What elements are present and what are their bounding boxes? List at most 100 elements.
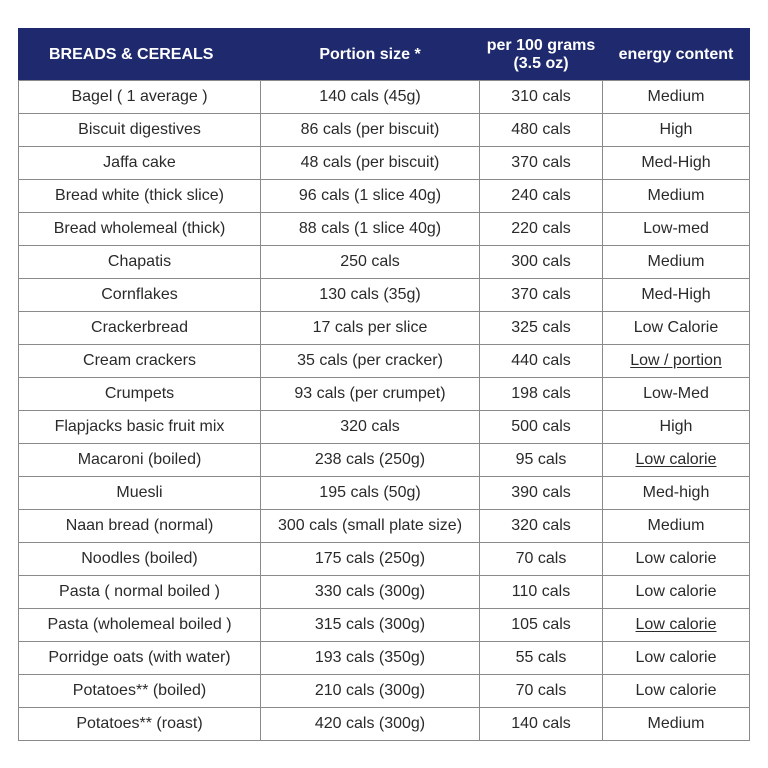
energy-content-cell: Low Calorie <box>602 311 750 345</box>
table-row: Porridge oats (with water) 193 cals (350g… <box>18 641 750 675</box>
header-energy-content: energy content <box>602 28 750 81</box>
food-name-cell: Potatoes** (boiled) <box>18 674 261 708</box>
energy-content-cell: Med-High <box>602 278 750 312</box>
table-header-row: BREADS & CEREALS Portion size * per 100 … <box>18 28 750 81</box>
header-breads-cereals: BREADS & CEREALS <box>18 28 261 81</box>
energy-content-cell: Medium <box>602 707 750 741</box>
per-100g-cell: 300 cals <box>479 245 603 279</box>
food-name-cell: Pasta (wholemeal boiled ) <box>18 608 261 642</box>
calorie-table: BREADS & CEREALS Portion size * per 100 … <box>18 28 750 741</box>
food-name-cell: Cream crackers <box>18 344 261 378</box>
energy-content-cell: Low calorie <box>602 542 750 576</box>
table-row: Pasta (wholemeal boiled ) 315 cals (300g)… <box>18 608 750 642</box>
portion-size-cell: 17 cals per slice <box>260 311 480 345</box>
header-per-100-grams-line2: (3.5 oz) <box>513 54 569 72</box>
portion-size-cell: 88 cals (1 slice 40g) <box>260 212 480 246</box>
portion-size-cell: 96 cals (1 slice 40g) <box>260 179 480 213</box>
per-100g-cell: 500 cals <box>479 410 603 444</box>
per-100g-cell: 390 cals <box>479 476 603 510</box>
portion-size-cell: 330 cals (300g) <box>260 575 480 609</box>
portion-size-cell: 315 cals (300g) <box>260 608 480 642</box>
energy-content-cell: High <box>602 410 750 444</box>
energy-content-cell: Low calorie <box>602 575 750 609</box>
energy-content-cell: Med-High <box>602 146 750 180</box>
energy-content-cell: Medium <box>602 179 750 213</box>
energy-content-cell: Low calorie <box>602 674 750 708</box>
table-row: Cream crackers 35 cals (per cracker) 440 c… <box>18 344 750 378</box>
table-row: Chapatis 250 cals 300 cals Medium <box>18 245 750 279</box>
food-name-cell: Cornflakes <box>18 278 261 312</box>
portion-size-cell: 250 cals <box>260 245 480 279</box>
portion-size-cell: 300 cals (small plate size) <box>260 509 480 543</box>
per-100g-cell: 95 cals <box>479 443 603 477</box>
food-name-cell: Bread white (thick slice) <box>18 179 261 213</box>
energy-content-cell: Low calorie <box>602 641 750 675</box>
food-name-cell: Crumpets <box>18 377 261 411</box>
energy-content-cell: Low-med <box>602 212 750 246</box>
portion-size-cell: 420 cals (300g) <box>260 707 480 741</box>
table-row: Potatoes** (roast) 420 cals (300g) 140 cal… <box>18 707 750 741</box>
header-per-100-grams: per 100 grams (3.5 oz) <box>479 28 603 81</box>
per-100g-cell: 370 cals <box>479 278 603 312</box>
portion-size-cell: 140 cals (45g) <box>260 80 480 114</box>
header-per-100-grams-line1: per 100 grams <box>486 36 596 54</box>
energy-content-cell: Low calorie <box>602 443 750 477</box>
energy-content-cell: Low / portion <box>602 344 750 378</box>
table-row: Crackerbread 17 cals per slice 325 cals Low… <box>18 311 750 345</box>
table-row: Macaroni (boiled) 238 cals (250g) 95 cals L… <box>18 443 750 477</box>
energy-content-cell: Medium <box>602 509 750 543</box>
portion-size-cell: 35 cals (per cracker) <box>260 344 480 378</box>
portion-size-cell: 93 cals (per crumpet) <box>260 377 480 411</box>
table-row: Jaffa cake 48 cals (per biscuit) 370 cals M… <box>18 146 750 180</box>
per-100g-cell: 70 cals <box>479 542 603 576</box>
food-name-cell: Flapjacks basic fruit mix <box>18 410 261 444</box>
table-row: Cornflakes 130 cals (35g) 370 cals Med-High <box>18 278 750 312</box>
portion-size-cell: 175 cals (250g) <box>260 542 480 576</box>
food-name-cell: Noodles (boiled) <box>18 542 261 576</box>
table-row: Noodles (boiled) 175 cals (250g) 70 cals Lo… <box>18 542 750 576</box>
per-100g-cell: 480 cals <box>479 113 603 147</box>
energy-content-cell: Low-Med <box>602 377 750 411</box>
per-100g-cell: 220 cals <box>479 212 603 246</box>
portion-size-cell: 86 cals (per biscuit) <box>260 113 480 147</box>
portion-size-cell: 130 cals (35g) <box>260 278 480 312</box>
energy-content-cell: Low calorie <box>602 608 750 642</box>
portion-size-cell: 193 cals (350g) <box>260 641 480 675</box>
table-row: Flapjacks basic fruit mix 320 cals 500 cal… <box>18 410 750 444</box>
per-100g-cell: 440 cals <box>479 344 603 378</box>
per-100g-cell: 320 cals <box>479 509 603 543</box>
food-name-cell: Macaroni (boiled) <box>18 443 261 477</box>
per-100g-cell: 55 cals <box>479 641 603 675</box>
table-row: Muesli 195 cals (50g) 390 cals Med-high <box>18 476 750 510</box>
food-name-cell: Naan bread (normal) <box>18 509 261 543</box>
energy-content-cell: Medium <box>602 245 750 279</box>
food-name-cell: Muesli <box>18 476 261 510</box>
per-100g-cell: 105 cals <box>479 608 603 642</box>
table-row: Biscuit digestives 86 cals (per biscuit) 4… <box>18 113 750 147</box>
per-100g-cell: 198 cals <box>479 377 603 411</box>
food-name-cell: Porridge oats (with water) <box>18 641 261 675</box>
table-row: Bread wholemeal (thick) 88 cals (1 slice … <box>18 212 750 246</box>
energy-content-cell: High <box>602 113 750 147</box>
food-name-cell: Biscuit digestives <box>18 113 261 147</box>
per-100g-cell: 110 cals <box>479 575 603 609</box>
per-100g-cell: 370 cals <box>479 146 603 180</box>
per-100g-cell: 70 cals <box>479 674 603 708</box>
portion-size-cell: 320 cals <box>260 410 480 444</box>
portion-size-cell: 210 cals (300g) <box>260 674 480 708</box>
per-100g-cell: 240 cals <box>479 179 603 213</box>
table-row: Pasta ( normal boiled ) 330 cals (300g) 11… <box>18 575 750 609</box>
food-name-cell: Chapatis <box>18 245 261 279</box>
energy-content-cell: Med-high <box>602 476 750 510</box>
table-row: Crumpets 93 cals (per crumpet) 198 cals Low… <box>18 377 750 411</box>
food-name-cell: Crackerbread <box>18 311 261 345</box>
table-row: Bread white (thick slice) 96 cals (1 slic… <box>18 179 750 213</box>
per-100g-cell: 310 cals <box>479 80 603 114</box>
food-name-cell: Jaffa cake <box>18 146 261 180</box>
table-row: Potatoes** (boiled) 210 cals (300g) 70 cal… <box>18 674 750 708</box>
energy-content-cell: Medium <box>602 80 750 114</box>
food-name-cell: Bagel ( 1 average ) <box>18 80 261 114</box>
food-name-cell: Potatoes** (roast) <box>18 707 261 741</box>
food-name-cell: Bread wholemeal (thick) <box>18 212 261 246</box>
portion-size-cell: 238 cals (250g) <box>260 443 480 477</box>
